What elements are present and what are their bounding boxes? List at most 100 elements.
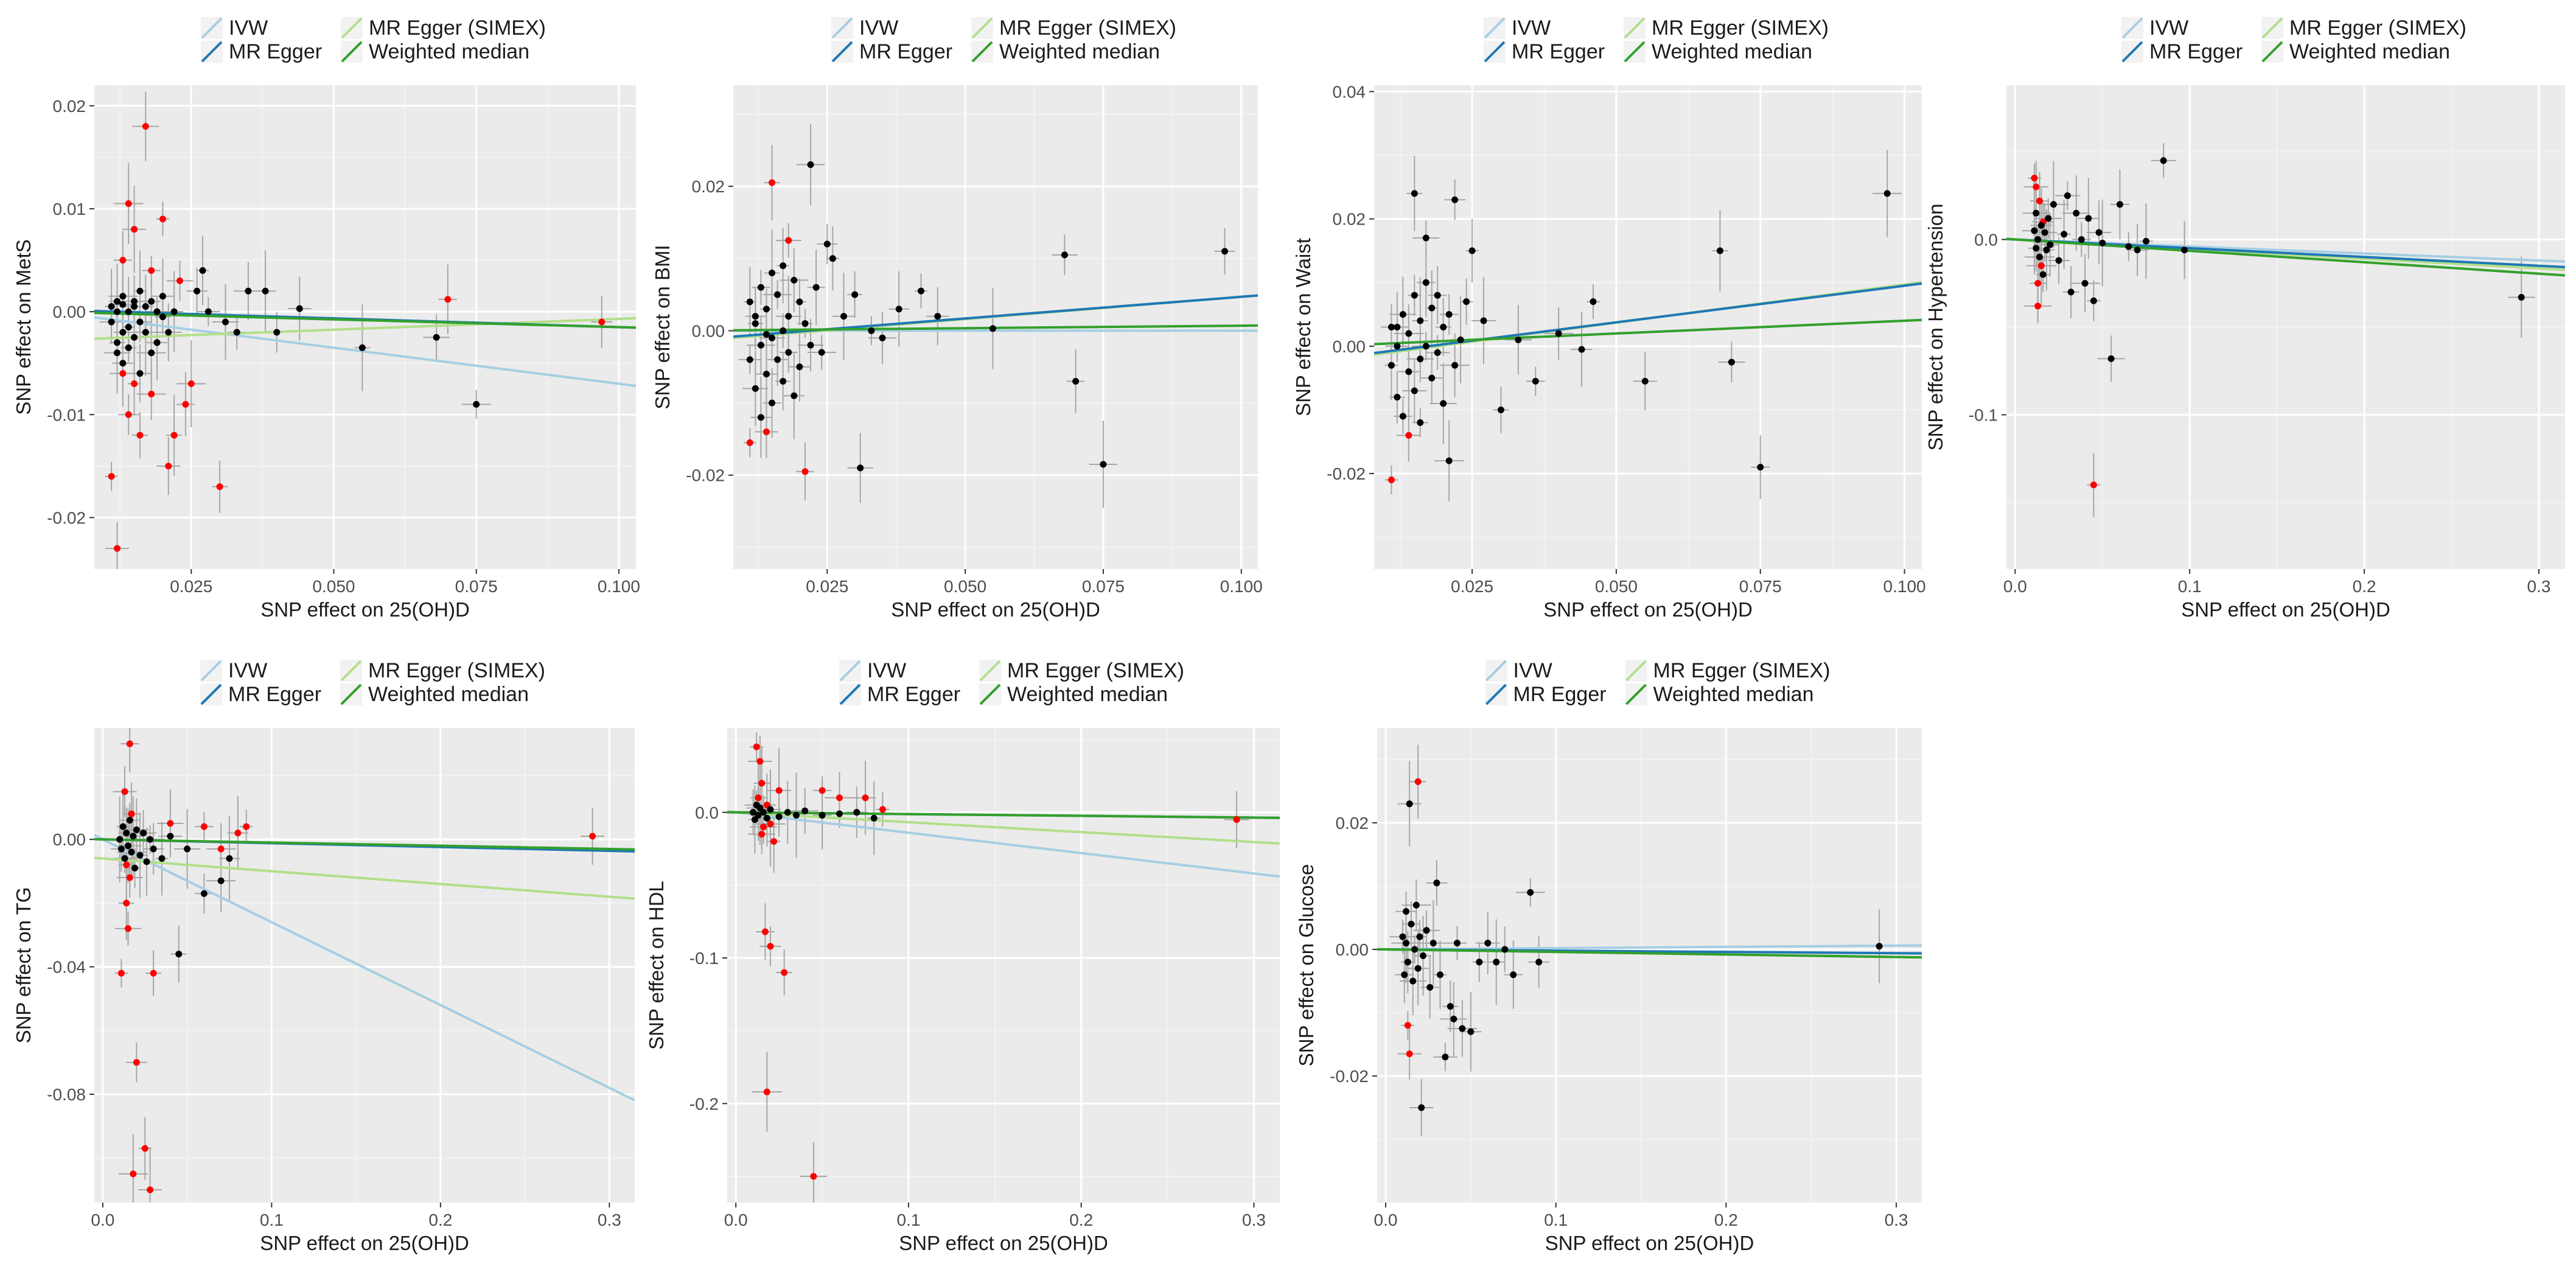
snp-point (807, 341, 814, 349)
snp-point (2061, 231, 2068, 238)
regression-line (94, 834, 635, 1102)
snp-point (2041, 229, 2048, 236)
snp-point (184, 845, 191, 853)
x-tick-label: 0.3 (1885, 1210, 1908, 1229)
snp-point-outlier (775, 787, 783, 794)
snp-point-outlier (182, 400, 189, 408)
snp-point (194, 287, 201, 295)
snp-point (245, 287, 252, 295)
plot-area (2006, 143, 2565, 517)
snp-point-outlier (598, 318, 606, 326)
snp-point (755, 812, 762, 819)
snp-point-outlier (589, 833, 596, 840)
snp-point (840, 313, 847, 320)
snp-point (108, 318, 115, 326)
snp-point (116, 836, 124, 843)
x-axis-title: SNP effect on 25(OH)D (260, 598, 470, 621)
legend-key-line (2261, 41, 2283, 63)
snp-point-outlier (165, 463, 172, 470)
snp-point (1434, 292, 1441, 299)
chart-panel-4: 0.0 0.1 0.2 0.3 -0.1 0.0 SNP effect on 25(OH)D… (1924, 16, 2565, 621)
y-tick-label: 0.00 (53, 302, 86, 321)
snp-point (1411, 292, 1418, 299)
snp-point (1412, 901, 1420, 909)
snp-point-outlier (167, 820, 174, 827)
snp-point (1404, 959, 1411, 966)
regression-line (94, 316, 636, 388)
snp-point-outlier (243, 823, 250, 830)
legend-label: MR Egger (SIMEX) (1652, 16, 1829, 40)
snp-point (1501, 946, 1509, 953)
legend-label: MR Egger (SIMEX) (1653, 659, 1831, 682)
x-axis-title: SNP effect on 25(OH)D (260, 1232, 469, 1254)
snp-point (2160, 157, 2167, 164)
snp-point (989, 325, 996, 332)
legend-key-line (1624, 17, 1646, 39)
snp-point (750, 809, 757, 816)
snp-point-outlier (119, 257, 127, 264)
snp-point (131, 334, 138, 341)
snp-point (780, 377, 787, 385)
y-axis-title: SNP effect on MetS (12, 239, 35, 415)
legend-key-line (201, 41, 223, 63)
snp-point (1403, 940, 1410, 947)
chart-panel-6: 0.0 0.1 0.2 0.3 -0.2 -0.1 0.0 SNP effect on 25(… (645, 659, 1280, 1254)
snp-point-outlier (2090, 481, 2097, 489)
snp-point (1555, 330, 1562, 337)
legend-label: MR Egger (2149, 40, 2243, 63)
legend-key-line (831, 17, 853, 39)
snp-point (793, 812, 800, 819)
snp-point (1405, 368, 1412, 376)
regression-line (94, 316, 636, 340)
plot-area (1374, 150, 1922, 501)
snp-point (119, 293, 127, 300)
x-tick-label: 0.3 (2527, 577, 2551, 596)
snp-point (1434, 349, 1441, 356)
snp-point (2081, 279, 2089, 287)
snp-point (784, 809, 791, 816)
snp-point (1641, 377, 1649, 385)
snp-point (143, 858, 150, 865)
plot-area (1377, 744, 1922, 1136)
snp-point-outlier (123, 861, 130, 868)
legend-key-line (340, 683, 362, 705)
snp-point (1476, 959, 1483, 966)
snp-point-outlier (758, 831, 766, 838)
snp-point (2090, 297, 2097, 304)
snp-point (113, 298, 120, 305)
snp-point (1590, 298, 1597, 306)
snp-point (2045, 215, 2052, 222)
snp-point (1399, 311, 1406, 318)
legend-label: Weighted median (1652, 40, 1812, 63)
snp-point-outlier (756, 758, 764, 765)
snp-point (1394, 324, 1401, 330)
legend-label: MR Egger (SIMEX) (369, 16, 546, 40)
snp-point-outlier (781, 969, 788, 976)
snp-point (1405, 330, 1412, 337)
snp-point (1459, 1025, 1466, 1032)
legend-key-line (971, 41, 993, 63)
snp-point-outlier (753, 743, 760, 750)
snp-point (121, 855, 128, 862)
y-tick-label: -0.1 (689, 949, 719, 968)
snp-point (175, 951, 183, 958)
snp-point (1440, 324, 1447, 330)
x-tick-label: 0.050 (1595, 577, 1638, 596)
legend-label: MR Egger (SIMEX) (2289, 16, 2466, 40)
snp-point (131, 298, 138, 305)
snp-point (433, 334, 440, 341)
x-tick-label: 0.1 (2178, 577, 2202, 596)
regression-line (727, 810, 1280, 845)
y-tick-label: -0.02 (1330, 1067, 1369, 1086)
snp-point (757, 341, 764, 349)
legend-key-line (2261, 17, 2283, 39)
x-axis-title: SNP effect on 25(OH)D (891, 598, 1100, 621)
snp-point (757, 414, 764, 421)
legend-key-line (1625, 683, 1647, 705)
snp-point (2518, 294, 2525, 301)
snp-point (1411, 387, 1418, 394)
snp-point (165, 329, 172, 336)
snp-point-outlier (148, 390, 155, 397)
snp-point (119, 301, 127, 308)
snp-point (767, 806, 774, 813)
